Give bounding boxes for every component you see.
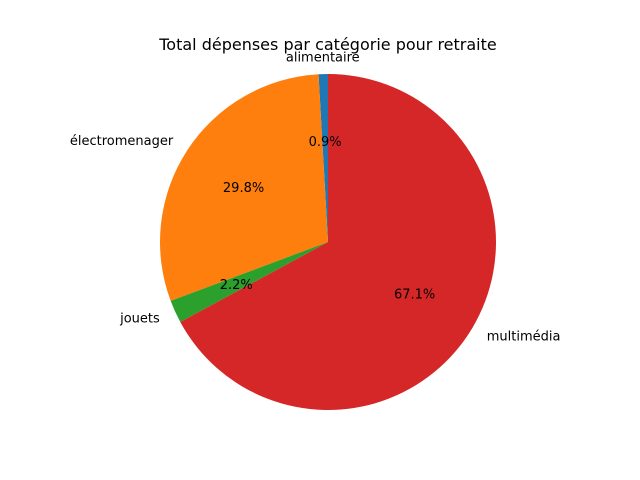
pie-slice-multimedia [180,74,497,410]
percent-label-alimentaire: 0.9% [309,135,342,150]
pie-slice-alimentaire [318,74,328,242]
pie-labels: alimentaire 0.9% électromenager 29.8% jouets… [70,50,561,344]
category-label-electromenager: électromenager [70,134,174,149]
percent-label-multimedia: 67.1% [394,288,435,303]
percent-label-electromenager: 29.8% [223,181,264,196]
percent-label-jouets: 2.2% [220,278,253,293]
pie-slice-jouets [170,242,328,323]
chart-title: Total dépenses par catégorie pour retrai… [158,35,496,54]
category-label-jouets: jouets [119,312,160,327]
pie-slices [160,74,497,410]
category-label-multimedia: multimédia [487,330,561,345]
category-label-alimentaire: alimentaire [286,50,360,65]
pie-slice-electromenager [160,74,328,301]
